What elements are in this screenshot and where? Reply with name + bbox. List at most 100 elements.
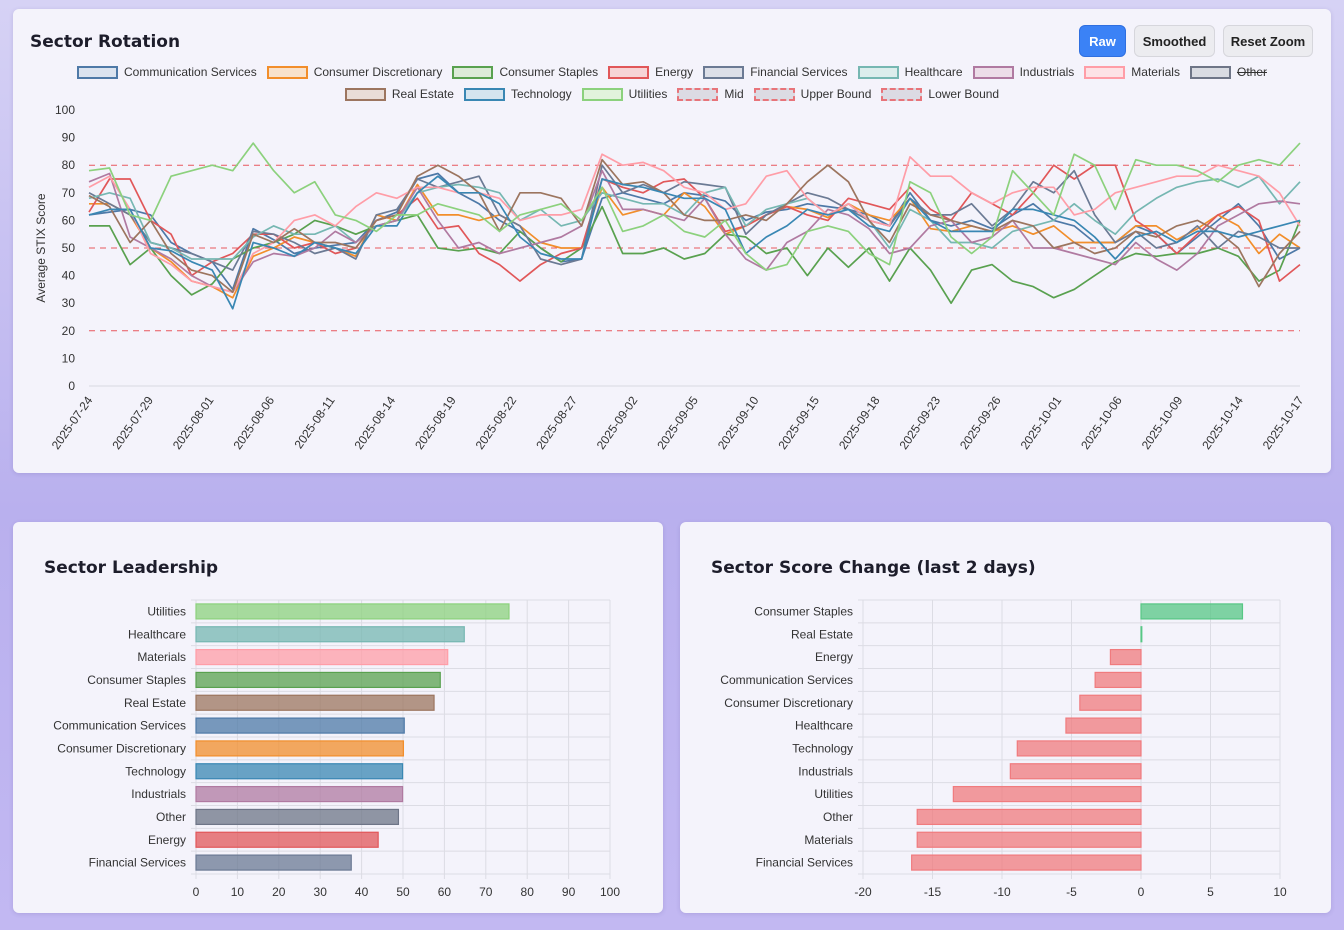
legend-item-financial-services[interactable]: Financial Services [703,65,848,79]
legend-label: Lower Bound [928,87,1000,101]
bar-consumer-discretionary [195,740,405,757]
legend-item-communication-services[interactable]: Communication Services [77,65,257,79]
category-label: Consumer Staples [754,604,853,618]
legend-item-materials[interactable]: Materials [1084,65,1180,79]
x-tick-label: 2025-08-11 [291,393,337,451]
reset-zoom-button[interactable]: Reset Zoom [1223,25,1313,57]
category-label: Healthcare [128,627,186,641]
bar-industrials [1009,763,1142,780]
series-line-utilities [88,142,1301,271]
series-line-industrials [88,169,1301,294]
category-label: Other [823,810,853,824]
x-tick-label: 90 [562,885,576,899]
x-tick-label: 5 [1207,885,1214,899]
bar-materials [916,831,1142,848]
y-axis-label: Average STIX Score [34,193,48,302]
legend-swatch [857,65,899,79]
legend-label: Other [1236,65,1267,79]
legend-label: Real Estate [391,87,454,101]
legend-row-1: Communication Services Consumer Discretio… [13,65,1331,79]
x-tick-label: 20 [272,885,286,899]
x-tick-label: 100 [600,885,620,899]
x-tick-label: 2025-09-26 [957,393,1004,452]
series-line-financial-services [88,164,1300,271]
legend-item-utilities[interactable]: Utilities [581,87,668,101]
legend-swatch [881,87,923,101]
series-line-healthcare [88,175,1301,260]
series-line-technology [88,175,1301,310]
x-tick-label: 2025-08-22 [473,393,520,452]
bar-financial-services [195,854,352,871]
legend-item-energy[interactable]: Energy [608,65,693,79]
score-change-card: Sector Score Change (last 2 days) -20 -15… [680,522,1331,913]
category-label: Technology [792,741,853,755]
legend-item-other[interactable]: Other [1189,65,1267,79]
x-tick-label: 60 [438,885,452,899]
x-tick-label: 2025-09-18 [836,393,883,452]
bar-technology [1016,740,1142,757]
legend-item-consumer-staples[interactable]: Consumer Staples [452,65,598,79]
category-label: Consumer Staples [87,673,186,687]
legend-item-healthcare[interactable]: Healthcare [857,65,963,79]
raw-button[interactable]: Raw [1079,25,1126,57]
category-label: Real Estate [124,696,186,710]
bar-materials [195,648,449,666]
x-tick-label: 2025-09-10 [715,393,762,452]
legend-label: Utilities [628,87,668,101]
legend-label: Healthcare [904,65,963,79]
x-tick-label: 2025-07-29 [109,393,156,452]
legend-label: Energy [655,65,694,79]
leadership-title: Sector Leadership [44,558,219,578]
legend-swatch [581,87,623,101]
x-tick-label: 2025-10-17 [1260,393,1307,452]
category-label: Industrials [798,764,853,778]
x-tick-label: -20 [854,885,872,899]
bar-industrials [195,785,404,803]
x-tick-label: 80 [521,885,535,899]
bar-utilities [195,603,510,620]
legend-swatch [608,65,650,79]
y-tick-label: 90 [62,131,76,145]
change-title: Sector Score Change (last 2 days) [711,558,1036,578]
legend-item-industrials[interactable]: Industrials [972,65,1074,79]
x-tick-label: 10 [231,885,245,899]
x-tick-label: 0 [193,885,200,899]
x-tick-label: 2025-09-15 [775,393,822,452]
bar-technology [195,763,404,780]
legend-item-upper-bound[interactable]: Upper Bound [753,87,871,101]
legend-label: Consumer Staples [499,65,599,79]
category-label: Industrials [131,787,186,801]
x-tick-label: 70 [479,885,493,899]
x-tick-label: 2025-08-27 [533,393,580,452]
category-label: Energy [148,833,186,847]
series-line-materials [88,153,1301,294]
smoothed-button[interactable]: Smoothed [1134,25,1215,57]
category-label: Technology [125,764,186,778]
y-tick-label: 30 [62,296,76,310]
legend-item-consumer-discretionary[interactable]: Consumer Discretionary [266,65,442,79]
category-label: Communication Services [53,719,186,733]
legend-item-mid[interactable]: Mid [677,87,744,101]
rotation-line-chart[interactable]: 0 10 20 30 40 50 60 70 80 90 100 Average STIX Score… [13,9,1331,473]
x-tick-label: 30 [314,885,328,899]
bar-consumer-discretionary [1079,694,1142,711]
legend-item-real-estate[interactable]: Real Estate [344,87,454,101]
legend-label: Technology [510,87,572,101]
category-label: Utilities [147,604,186,618]
x-tick-label: 2025-10-06 [1078,393,1125,452]
x-tick-label: 2025-09-05 [654,393,701,452]
legend-swatch [703,65,745,79]
legend-swatch [1084,65,1126,79]
x-tick-label: -10 [993,885,1011,899]
x-tick-label: 2025-08-14 [352,393,399,452]
category-label: Consumer Discretionary [724,696,853,710]
x-tick-label: -5 [1066,885,1077,899]
legend-item-technology[interactable]: Technology [463,87,572,101]
bar-communication-services [195,717,405,734]
category-label: Communication Services [720,673,853,687]
legend-swatch [753,87,795,101]
y-tick-label: 0 [68,379,75,393]
bar-real-estate [1140,626,1143,643]
bar-real-estate [195,694,435,711]
legend-item-lower-bound[interactable]: Lower Bound [881,87,999,101]
